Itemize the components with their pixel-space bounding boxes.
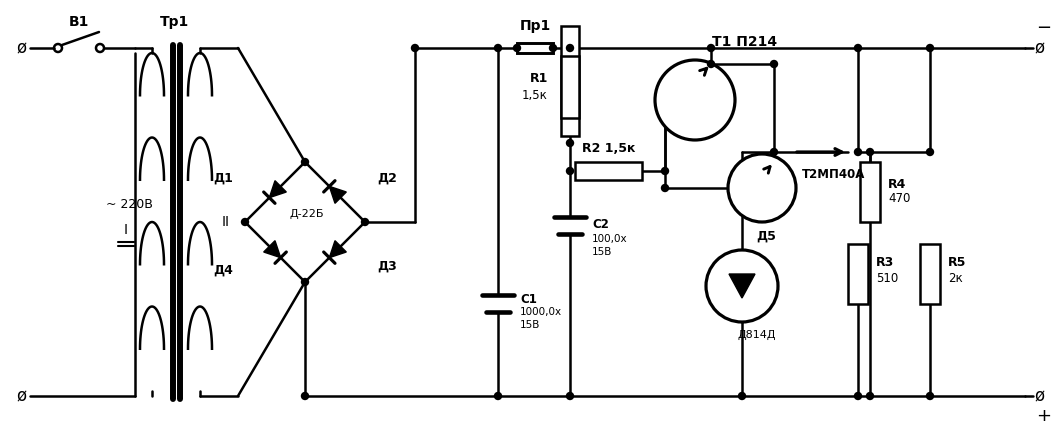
Circle shape — [241, 219, 249, 226]
Text: R1: R1 — [529, 73, 548, 85]
Text: Д3: Д3 — [377, 259, 397, 272]
Text: 1000,0х: 1000,0х — [520, 307, 562, 318]
Text: Пр1: Пр1 — [520, 19, 550, 33]
Circle shape — [706, 250, 778, 322]
Bar — [518, 43, 553, 53]
Circle shape — [926, 45, 934, 52]
Text: ~ 220В: ~ 220В — [106, 198, 153, 211]
Text: Тр1: Тр1 — [159, 15, 189, 29]
Circle shape — [411, 45, 418, 52]
Circle shape — [513, 45, 521, 52]
Text: R3: R3 — [876, 255, 894, 268]
Circle shape — [301, 159, 309, 166]
Text: В1: В1 — [69, 15, 90, 29]
Polygon shape — [264, 241, 280, 258]
Circle shape — [855, 148, 861, 155]
Circle shape — [926, 392, 934, 399]
Text: 100,0х: 100,0х — [592, 234, 627, 244]
Bar — [848, 244, 868, 304]
Text: 2к: 2к — [948, 272, 962, 286]
Text: Д2: Д2 — [377, 172, 397, 184]
Circle shape — [770, 148, 778, 155]
Circle shape — [549, 45, 557, 52]
Circle shape — [855, 45, 861, 52]
Text: 15В: 15В — [520, 321, 541, 331]
Text: Д-22Б: Д-22Б — [290, 209, 325, 219]
Text: −: − — [1036, 19, 1052, 37]
Bar — [561, 56, 579, 118]
Circle shape — [662, 184, 668, 191]
Circle shape — [566, 392, 573, 399]
Polygon shape — [329, 241, 347, 258]
Text: Д814Д: Д814Д — [737, 330, 776, 340]
Text: +: + — [1036, 407, 1052, 425]
Text: С2: С2 — [592, 219, 609, 232]
Text: 1,5к: 1,5к — [522, 88, 548, 102]
Polygon shape — [270, 181, 287, 198]
Text: II: II — [222, 215, 230, 229]
Circle shape — [770, 60, 778, 67]
Circle shape — [655, 60, 735, 140]
Text: R2 1,5к: R2 1,5к — [582, 142, 636, 155]
Circle shape — [494, 392, 502, 399]
Text: Д5: Д5 — [756, 230, 776, 243]
Text: I: I — [124, 223, 128, 237]
Circle shape — [301, 392, 309, 399]
Text: Т1 П214: Т1 П214 — [713, 35, 778, 49]
Text: ø: ø — [1035, 387, 1046, 405]
Circle shape — [866, 392, 874, 399]
Circle shape — [566, 139, 573, 146]
Circle shape — [728, 154, 796, 222]
Text: Д1: Д1 — [213, 172, 233, 184]
Text: 470: 470 — [889, 191, 911, 205]
Circle shape — [707, 60, 715, 67]
Bar — [561, 25, 579, 135]
Circle shape — [926, 148, 934, 155]
Text: Т2МП40А: Т2МП40А — [802, 167, 865, 180]
Circle shape — [362, 219, 369, 226]
Circle shape — [707, 45, 715, 52]
Circle shape — [566, 45, 573, 52]
Circle shape — [566, 167, 573, 174]
Circle shape — [866, 148, 874, 155]
Text: ø: ø — [1035, 39, 1046, 57]
Polygon shape — [729, 274, 755, 298]
Polygon shape — [329, 186, 347, 203]
Text: L: L — [734, 277, 740, 287]
Text: R4: R4 — [889, 177, 906, 191]
Circle shape — [494, 45, 502, 52]
Bar — [860, 162, 880, 222]
Bar — [575, 162, 642, 180]
Text: 510: 510 — [876, 272, 898, 286]
Circle shape — [855, 392, 861, 399]
Circle shape — [739, 392, 745, 399]
Text: ø: ø — [17, 387, 27, 405]
Text: Д4: Д4 — [213, 264, 233, 276]
Text: 15В: 15В — [592, 247, 612, 257]
Circle shape — [301, 279, 309, 286]
Text: ø: ø — [17, 39, 27, 57]
Circle shape — [662, 167, 668, 174]
Bar — [920, 244, 940, 304]
Text: С1: С1 — [520, 293, 536, 306]
Text: R5: R5 — [948, 255, 967, 268]
